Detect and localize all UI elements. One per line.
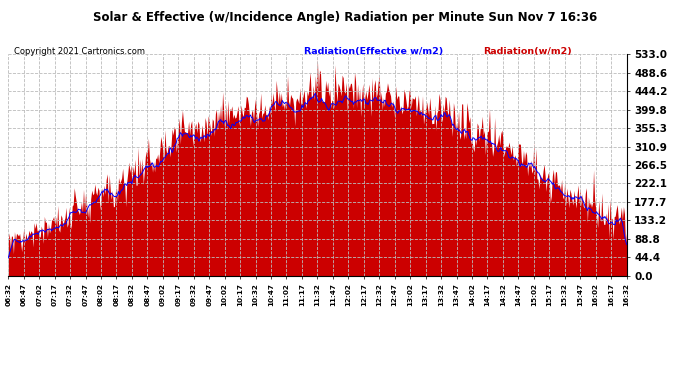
Text: Copyright 2021 Cartronics.com: Copyright 2021 Cartronics.com bbox=[14, 47, 145, 56]
Text: Solar & Effective (w/Incidence Angle) Radiation per Minute Sun Nov 7 16:36: Solar & Effective (w/Incidence Angle) Ra… bbox=[93, 11, 597, 24]
Text: Radiation(w/m2): Radiation(w/m2) bbox=[483, 47, 572, 56]
Text: Radiation(Effective w/m2): Radiation(Effective w/m2) bbox=[304, 47, 443, 56]
